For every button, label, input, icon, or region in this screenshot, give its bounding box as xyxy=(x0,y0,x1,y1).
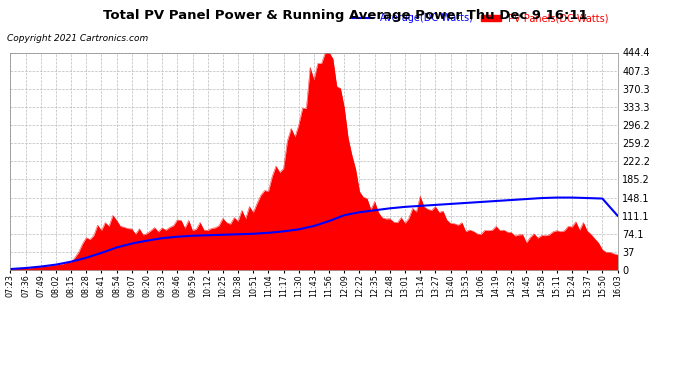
Legend: Average(DC Watts), PV Panels(DC Watts): Average(DC Watts), PV Panels(DC Watts) xyxy=(349,9,613,27)
Text: Copyright 2021 Cartronics.com: Copyright 2021 Cartronics.com xyxy=(7,34,148,43)
Text: Total PV Panel Power & Running Average Power Thu Dec 9 16:11: Total PV Panel Power & Running Average P… xyxy=(103,9,587,22)
